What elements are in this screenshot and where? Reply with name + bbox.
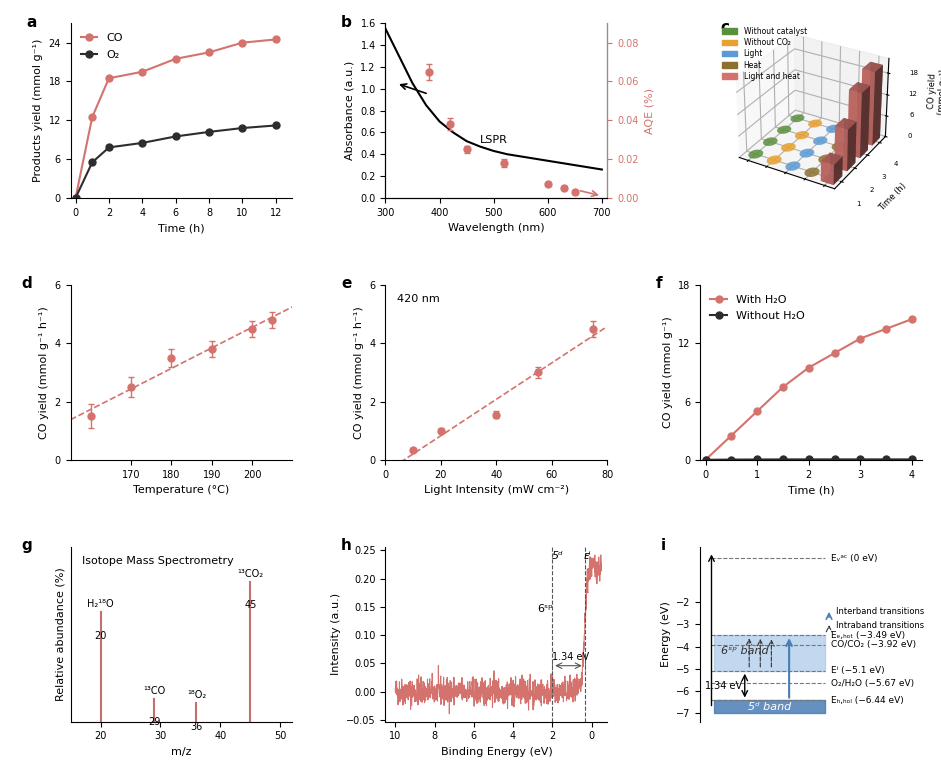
Text: 420 nm: 420 nm	[396, 294, 439, 304]
Text: 29: 29	[149, 717, 161, 727]
Legend: With H₂O, Without H₂O: With H₂O, Without H₂O	[706, 291, 809, 325]
Y-axis label: Energy (eV): Energy (eV)	[661, 601, 671, 667]
Text: 6ˢᵖ band: 6ˢᵖ band	[721, 646, 769, 656]
Text: Intraband transitions: Intraband transitions	[836, 621, 924, 630]
Text: i: i	[661, 539, 665, 553]
Text: f: f	[656, 276, 662, 292]
Y-axis label: CO yield (mmol g⁻¹ h⁻¹): CO yield (mmol g⁻¹ h⁻¹)	[39, 306, 49, 439]
Y-axis label: Time (h): Time (h)	[878, 182, 908, 213]
Text: e: e	[342, 276, 352, 292]
Y-axis label: AQE (%): AQE (%)	[644, 88, 654, 133]
Text: Eⁱ (−5.1 eV): Eⁱ (−5.1 eV)	[831, 667, 885, 675]
Text: 1.34 eV: 1.34 eV	[706, 681, 742, 691]
Text: 6ˢᵖ: 6ˢᵖ	[537, 605, 553, 614]
X-axis label: Light Intensity (mW cm⁻²): Light Intensity (mW cm⁻²)	[423, 485, 569, 495]
Text: 45: 45	[245, 600, 257, 610]
Text: c: c	[721, 20, 729, 35]
X-axis label: Time (h): Time (h)	[158, 223, 205, 233]
Text: h: h	[342, 539, 352, 553]
Text: 36: 36	[190, 722, 202, 732]
Text: ¹³CO₂: ¹³CO₂	[237, 569, 263, 579]
X-axis label: Wavelength (nm): Wavelength (nm)	[448, 223, 545, 233]
Text: CO/CO₂ (−3.92 eV): CO/CO₂ (−3.92 eV)	[831, 640, 917, 650]
Text: 1.34 eV: 1.34 eV	[552, 652, 589, 662]
Legend: CO, O₂: CO, O₂	[76, 29, 127, 64]
Text: Isotope Mass Spectrometry: Isotope Mass Spectrometry	[82, 556, 233, 566]
Text: O₂/H₂O (−5.67 eV): O₂/H₂O (−5.67 eV)	[831, 679, 915, 688]
Y-axis label: CO yield (mmol g⁻¹ h⁻¹): CO yield (mmol g⁻¹ h⁻¹)	[354, 306, 364, 439]
Y-axis label: Products yield (mmol g⁻¹): Products yield (mmol g⁻¹)	[33, 39, 43, 182]
Text: d: d	[22, 276, 33, 292]
Y-axis label: Absorbance (a.u.): Absorbance (a.u.)	[344, 61, 355, 160]
Text: LSPR: LSPR	[480, 135, 508, 145]
Text: Interband transitions: Interband transitions	[836, 607, 924, 615]
X-axis label: Temperature (°C): Temperature (°C)	[134, 485, 230, 495]
Text: b: b	[342, 15, 352, 29]
Text: a: a	[26, 15, 37, 29]
Legend: Without catalyst, Without CO₂, Light, Heat, Light and heat: Without catalyst, Without CO₂, Light, He…	[719, 23, 810, 84]
Text: g: g	[22, 539, 33, 553]
Text: ¹³CO: ¹³CO	[143, 686, 166, 696]
Text: Eₑ,ₕₒₜ (−3.49 eV): Eₑ,ₕₒₜ (−3.49 eV)	[831, 631, 905, 639]
Text: 5ᵈ: 5ᵈ	[551, 551, 563, 560]
Text: ¹⁸O₂: ¹⁸O₂	[187, 691, 206, 701]
Text: H₂¹⁸O: H₂¹⁸O	[88, 599, 114, 609]
Y-axis label: Intensity (a.u.): Intensity (a.u.)	[330, 594, 341, 675]
Text: ᴇⁱ: ᴇⁱ	[583, 551, 591, 560]
Text: Eᵥᵃᶜ (0 eV): Eᵥᵃᶜ (0 eV)	[831, 553, 878, 563]
X-axis label: Binding Energy (eV): Binding Energy (eV)	[440, 747, 552, 757]
Y-axis label: CO yield (mmol g⁻¹): CO yield (mmol g⁻¹)	[662, 317, 673, 428]
Y-axis label: Relative abundance (%): Relative abundance (%)	[55, 567, 65, 702]
Text: 20: 20	[94, 631, 106, 640]
X-axis label: Time (h): Time (h)	[788, 485, 835, 495]
X-axis label: m/z: m/z	[171, 747, 192, 757]
Text: 5ᵈ band: 5ᵈ band	[747, 702, 790, 712]
Text: Eₕ,ₕₒₗ (−6.44 eV): Eₕ,ₕₒₗ (−6.44 eV)	[831, 696, 904, 705]
